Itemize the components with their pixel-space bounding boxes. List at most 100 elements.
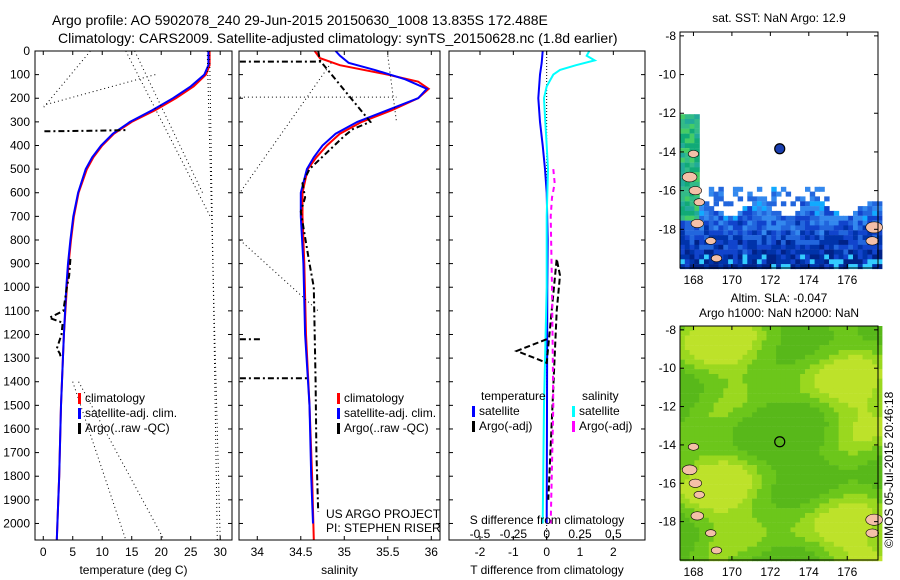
map-cell: [795, 527, 801, 533]
map-cell: [728, 230, 734, 236]
map-cell: [718, 551, 724, 557]
map-cell: [805, 330, 811, 336]
map-cell: [699, 240, 705, 245]
map-cell: [776, 493, 782, 499]
map-cell: [776, 465, 782, 471]
map-cell: [862, 426, 868, 432]
map-cell: [805, 426, 811, 432]
map-cell: [829, 436, 835, 442]
map-cell: [713, 235, 719, 241]
map-cell: [795, 220, 801, 226]
map-cell: [684, 527, 691, 533]
map-cell: [776, 402, 782, 408]
map-cell: [694, 143, 700, 149]
map-cell: [723, 230, 729, 236]
map-cell: [684, 417, 691, 423]
map-cell: [877, 426, 883, 432]
map-cell: [723, 484, 729, 490]
map-cell: [809, 393, 816, 399]
map-cell: [819, 350, 825, 355]
map-cell: [867, 402, 873, 408]
map-cell: [737, 326, 744, 331]
map-cell: [867, 551, 873, 557]
map-cell: [790, 513, 796, 518]
x-tick-label: 2: [610, 545, 617, 559]
map-cell: [737, 196, 744, 202]
map-cell: [853, 402, 859, 408]
map-cell: [862, 340, 868, 346]
map-cell: [800, 369, 806, 375]
map-cell: [737, 479, 744, 485]
map-cell: [853, 378, 859, 384]
map-cell: [862, 489, 868, 494]
map-cell: [800, 388, 806, 394]
map-cell: [742, 335, 748, 341]
map-cell: [853, 484, 859, 490]
map-cell: [752, 522, 758, 528]
map-cell: [800, 264, 806, 270]
map-cell: [805, 230, 811, 236]
map-cell: [684, 537, 691, 542]
map-cell: [843, 503, 849, 509]
map-cell: [718, 220, 724, 226]
map-cell: [800, 393, 806, 399]
map-cell: [780, 259, 787, 265]
map-cell: [877, 235, 883, 241]
map-cell: [848, 254, 854, 260]
map-cell: [728, 201, 734, 207]
map-cell: [728, 493, 734, 499]
map-cell: [848, 431, 854, 437]
map-cell: [838, 220, 844, 226]
map-cell: [877, 484, 883, 490]
map-cell: [814, 330, 820, 336]
map-cell: [819, 522, 825, 528]
map-cell: [809, 546, 816, 552]
map-cell: [704, 474, 710, 480]
map-cell: [843, 244, 849, 250]
map-cell: [800, 335, 806, 341]
map-cell: [756, 225, 763, 231]
map-cell: [800, 397, 806, 403]
map-cell: [805, 240, 811, 245]
map-cell: [862, 450, 868, 456]
map-cell: [829, 532, 835, 538]
map-cell: [790, 503, 796, 509]
map-cell: [689, 503, 695, 509]
map-cell: [795, 508, 801, 514]
map-cell: [877, 340, 883, 346]
map-cell: [776, 264, 782, 270]
map-cell: [829, 249, 835, 255]
map-cell: [862, 517, 868, 523]
map-cell: [780, 431, 787, 437]
map-cell: [800, 378, 806, 384]
map-cell: [747, 503, 753, 509]
map-cell: [704, 254, 710, 260]
map-cell: [747, 412, 753, 418]
map-cell: [848, 259, 854, 265]
map-cell: [819, 340, 825, 346]
map-cell: [771, 244, 777, 250]
map-cell: [776, 421, 782, 427]
map-cell: [838, 393, 844, 399]
map-cell: [805, 350, 811, 355]
map-cell: [853, 220, 859, 226]
map-cell: [728, 474, 734, 480]
map-cell: [694, 374, 700, 379]
map-cell: [742, 330, 748, 336]
legend-label: Argo(..raw -QC): [85, 421, 170, 435]
map-cell: [824, 441, 830, 447]
map-field: [680, 114, 883, 270]
map-cell: [689, 119, 695, 124]
map-cell: [780, 369, 787, 375]
map-cell: [872, 383, 878, 389]
map-cell: [824, 340, 830, 346]
map-cell: [704, 460, 710, 466]
map-cell: [857, 220, 864, 226]
y-tick-label: 300: [10, 115, 30, 129]
map-cell: [877, 431, 883, 437]
x-tick-label: 0: [40, 545, 47, 559]
map-cell: [843, 460, 849, 466]
map-cell: [805, 479, 811, 485]
map-cell: [704, 469, 710, 475]
